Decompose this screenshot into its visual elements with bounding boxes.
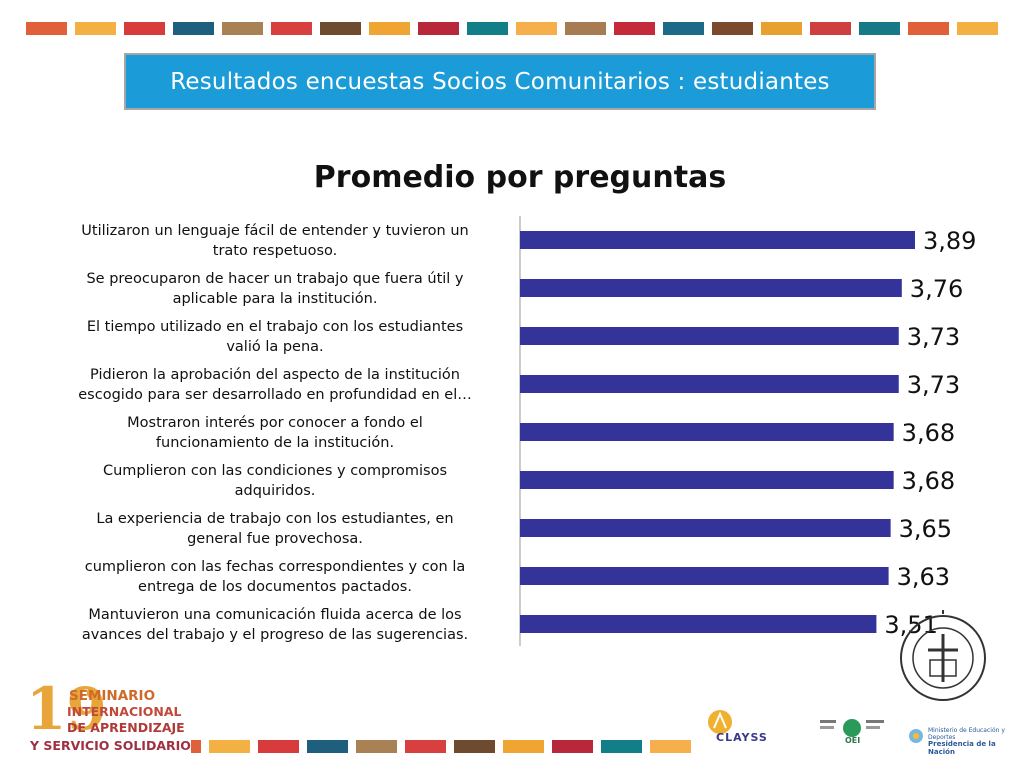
stripe-segment — [552, 740, 593, 753]
stripe-segment — [565, 22, 606, 35]
bar-value-label: 3,73 — [907, 371, 960, 399]
bar-value-label: 3,63 — [897, 563, 950, 591]
stripe-segment — [957, 22, 998, 35]
stripe-segment — [75, 22, 116, 35]
stripe-segment — [650, 740, 691, 753]
category-label: cumplieron con las fechas correspondient… — [85, 559, 466, 575]
category-label: La experiencia de trabajo con los estudi… — [96, 511, 453, 527]
chart-title: Promedio por preguntas — [313, 160, 727, 195]
category-label: Mostraron interés por conocer a fondo el — [127, 415, 423, 431]
seminar-logo: 19 o — [26, 680, 166, 760]
bar-value-label: 3,89 — [923, 227, 976, 255]
stripe-segment — [418, 22, 459, 35]
stripe-segment — [516, 22, 557, 35]
stripe-segment — [209, 740, 250, 753]
stripe-segment — [908, 22, 949, 35]
stripe-segment — [26, 22, 67, 35]
bar-value-label: 3,68 — [902, 419, 955, 447]
ministerio-logo — [908, 726, 1018, 748]
seminar-line-4: Y SERVICIO SOLIDARIO — [30, 738, 191, 753]
category-label: Mantuvieron una comunicación fluida acer… — [88, 607, 461, 623]
stripe-segment — [222, 22, 263, 35]
stripe-segment — [467, 22, 508, 35]
stripe-segment — [663, 22, 704, 35]
stripe-segment — [859, 22, 900, 35]
bar — [520, 471, 894, 489]
category-label: avances del trabajo y el progreso de las… — [82, 627, 468, 643]
bar — [520, 231, 915, 249]
category-label: Utilizaron un lenguaje fácil de entender… — [81, 223, 468, 239]
seminar-degree: o — [86, 682, 99, 703]
category-label: aplicable para la institución. — [173, 291, 378, 307]
category-label: entrega de los documentos pactados. — [138, 579, 412, 595]
stripe-segment — [712, 22, 753, 35]
bar-value-label: 3,73 — [907, 323, 960, 351]
seminar-line-3: DE APRENDIZAJE — [67, 720, 185, 735]
bar-value-label: 3,65 — [899, 515, 952, 543]
stripe-segment — [258, 740, 299, 753]
bar-value-label: 3,68 — [902, 467, 955, 495]
category-label: general fue provechosa. — [187, 531, 363, 547]
category-label: trato respetuoso. — [213, 243, 337, 259]
stripe-segment — [124, 22, 165, 35]
stripe-segment — [614, 22, 655, 35]
seminar-number: 19 — [26, 675, 107, 743]
category-label: escogido para ser desarrollado en profun… — [78, 387, 471, 403]
bar — [520, 423, 894, 441]
oei-logo: OEI — [820, 716, 890, 746]
seminar-line-2: INTERNACIONAL — [67, 704, 182, 719]
stripe-segment — [601, 740, 642, 753]
bottom-color-stripe — [0, 740, 1024, 753]
stripe-segment — [405, 740, 446, 753]
slide-title: Resultados encuestas Socios Comunitarios… — [170, 68, 830, 95]
stripe-segment — [320, 22, 361, 35]
bar — [520, 327, 899, 345]
top-color-stripe — [0, 22, 1024, 35]
bar — [520, 567, 889, 585]
stripe-segment — [369, 22, 410, 35]
bar-value-label: 3,51 — [884, 611, 937, 639]
stripe-segment — [356, 740, 397, 753]
category-label: valió la pena. — [226, 339, 323, 355]
category-label: Cumplieron con las condiciones y comprom… — [103, 463, 447, 479]
category-label: funcionamiento de la institución. — [156, 435, 394, 451]
bar — [520, 615, 877, 633]
ministerio-line-2: Presidencia de la Nación — [928, 740, 996, 756]
stripe-segment — [454, 740, 495, 753]
stripe-segment — [307, 740, 348, 753]
bar-value-label: 3,76 — [910, 275, 963, 303]
stripe-segment — [173, 22, 214, 35]
stripe-segment — [503, 740, 544, 753]
seminar-line-1: SEMINARIO — [69, 688, 156, 704]
clayss-logo — [706, 708, 776, 748]
category-label: Se preocuparon de hacer un trabajo que f… — [86, 271, 463, 287]
bar — [520, 279, 902, 297]
ministerio-line-1: Ministerio de Educación y Deportes — [928, 727, 1005, 741]
bar — [520, 519, 891, 537]
category-label: adquiridos. — [235, 483, 316, 499]
category-label: El tiempo utilizado en el trabajo con lo… — [87, 319, 463, 335]
university-seal — [898, 608, 988, 705]
oei-label: OEI — [845, 736, 861, 745]
stripe-segment — [761, 22, 802, 35]
bar — [520, 375, 899, 393]
stripe-segment — [271, 22, 312, 35]
clayss-label: CLAYSS — [716, 731, 768, 744]
stripe-segment — [810, 22, 851, 35]
category-label: Pidieron la aprobación del aspecto de la… — [90, 367, 460, 383]
slide-title-banner: Resultados encuestas Socios Comunitarios… — [124, 53, 876, 110]
